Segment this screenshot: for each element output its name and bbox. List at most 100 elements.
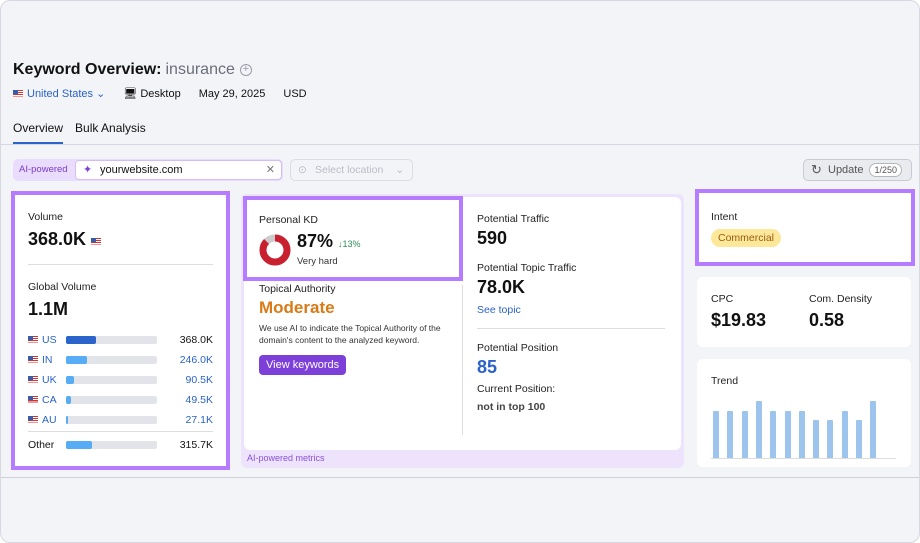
current-position-value: not in top 100 xyxy=(477,401,546,413)
trend-bar xyxy=(713,411,719,458)
trend-bar xyxy=(870,401,877,458)
au-flag-icon xyxy=(28,416,38,423)
topical-label: Topical Authority xyxy=(259,283,336,295)
divider xyxy=(477,328,665,329)
divider xyxy=(462,285,463,435)
ai-domain-filter: AI-powered ✦ yourwebsite.com ✕ xyxy=(13,159,283,181)
country-row: IN 246.0K xyxy=(28,353,213,367)
share-bar xyxy=(66,416,157,424)
country-row: UK 90.5K xyxy=(28,373,213,387)
us-flag-icon xyxy=(28,336,38,343)
in-flag-icon xyxy=(28,356,38,363)
trend-bar xyxy=(856,420,862,458)
view-keywords-button[interactable]: View keywords xyxy=(259,355,347,375)
topical-description: We use AI to indicate the Topical Author… xyxy=(259,323,441,345)
kd-donut-icon xyxy=(259,234,291,266)
country-volume[interactable]: 49.5K xyxy=(185,394,213,406)
keyword: insurance xyxy=(165,61,235,78)
add-icon[interactable]: + xyxy=(239,64,252,76)
update-count: 1/250 xyxy=(869,163,903,177)
trend-label: Trend xyxy=(711,375,739,387)
intent-card: Intent Commercial xyxy=(695,189,915,266)
domain-value: yourwebsite.com xyxy=(100,164,183,176)
volume-card: Volume 368.0K Global Volume 1.1M US 368.0… xyxy=(11,191,230,470)
country-label: United States xyxy=(27,88,94,100)
trend-bar xyxy=(755,401,762,458)
uk-flag-icon xyxy=(28,376,38,383)
share-bar xyxy=(66,396,157,404)
potential-traffic-label: Potential Traffic xyxy=(477,213,550,225)
country-code-label: UK xyxy=(42,374,57,386)
tab-overview[interactable]: Overview xyxy=(13,121,64,144)
traffic-section: Potential Traffic 590 Potential Topic Tr… xyxy=(477,213,665,413)
update-label: Update xyxy=(828,164,864,176)
country-volume: 368.0K xyxy=(179,334,213,346)
date: May 29, 2025 xyxy=(198,87,266,100)
us-flag-icon xyxy=(91,238,102,245)
ai-metrics-label: AI-powered metrics xyxy=(247,453,325,463)
other-value: 315.7K xyxy=(179,439,213,451)
trend-bar xyxy=(813,420,820,458)
divider xyxy=(28,431,213,432)
cpc-value: $19.83 xyxy=(711,310,767,330)
country-code-label: US xyxy=(42,334,57,346)
country-code-label: IN xyxy=(42,354,53,366)
trend-bar xyxy=(727,411,734,458)
update-button[interactable]: ↻ Update 1/250 xyxy=(803,159,912,181)
potential-traffic-value: 590 xyxy=(477,228,508,248)
desktop-icon: 🖥︎ xyxy=(123,88,138,100)
ai-powered-label: AI-powered xyxy=(19,164,68,175)
device: 🖥︎ Desktop xyxy=(123,87,180,100)
trend-bar xyxy=(770,411,777,458)
device-label: Desktop xyxy=(140,88,181,100)
global-volume-label: Global Volume xyxy=(28,281,97,293)
chevron-down-icon: ⌄ xyxy=(395,164,404,176)
share-bar xyxy=(66,336,157,344)
country-volume[interactable]: 27.1K xyxy=(185,414,213,426)
country-code[interactable]: AU xyxy=(28,414,66,426)
country-code-label: CA xyxy=(42,394,57,406)
current-position-label: Current Position: xyxy=(477,383,556,395)
kd-change: ↓13% xyxy=(338,239,361,249)
sparkle-icon: ✦ xyxy=(83,164,93,176)
trend-bar xyxy=(741,411,748,458)
kd-donut-arc xyxy=(259,234,291,266)
country-code[interactable]: US xyxy=(28,334,66,346)
tab-bulk-analysis[interactable]: Bulk Analysis xyxy=(75,121,146,135)
country-volume[interactable]: 246.0K xyxy=(179,354,213,366)
page-title: Keyword Overview: insurance + xyxy=(13,61,252,79)
country-row: AU 27.1K xyxy=(28,413,213,427)
share-bar-fill xyxy=(66,336,97,344)
country-code-label: AU xyxy=(42,414,57,426)
divider xyxy=(1,477,919,478)
intent-label: Intent xyxy=(711,211,738,223)
trend-card: Trend xyxy=(697,359,911,467)
trend-bar xyxy=(784,411,791,458)
share-bar xyxy=(66,441,157,449)
share-bar-fill xyxy=(66,396,71,404)
us-flag-icon xyxy=(13,90,23,97)
share-bar-fill xyxy=(66,376,75,384)
volume-number: 368.0K xyxy=(28,229,87,249)
personal-kd-card: Personal KD 87% ↓13% Very hard xyxy=(243,196,463,281)
location-placeholder: Select location xyxy=(315,164,384,176)
country-code[interactable]: UK xyxy=(28,374,66,386)
tabs: Overview Bulk Analysis xyxy=(13,121,146,144)
topic-traffic-value: 78.0K xyxy=(477,277,526,297)
cpc-label: CPC xyxy=(711,293,734,305)
location-select[interactable]: ⊙ Select location ⌄ xyxy=(290,159,413,181)
clear-icon[interactable]: ✕ xyxy=(265,164,275,176)
chevron-down-icon: ⌄ xyxy=(96,88,106,100)
country-selector[interactable]: United States ⌄ xyxy=(13,87,105,100)
share-bar xyxy=(66,356,157,364)
divider xyxy=(1,144,919,145)
country-volume[interactable]: 90.5K xyxy=(185,374,213,386)
domain-input[interactable]: ✦ yourwebsite.com ✕ xyxy=(75,160,282,180)
currency: USD xyxy=(283,87,307,100)
trend-bar xyxy=(798,411,805,458)
country-code[interactable]: CA xyxy=(28,394,66,406)
kd-label: Personal KD xyxy=(259,214,318,226)
country-code[interactable]: IN xyxy=(28,354,66,366)
see-topic-link[interactable]: See topic xyxy=(477,304,521,316)
